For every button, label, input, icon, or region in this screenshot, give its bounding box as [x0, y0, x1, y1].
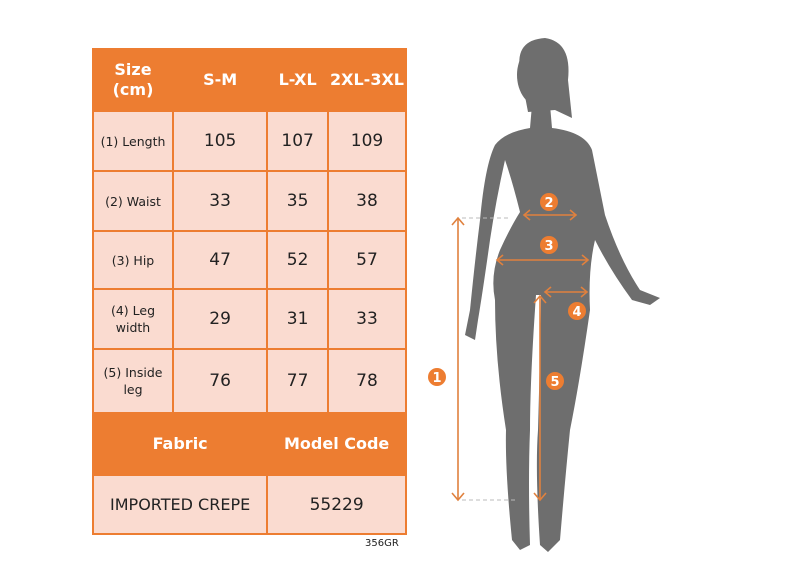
measurement-lines	[451, 209, 590, 502]
size-table: Size (cm) S-M L-XL 2XL-3XL (1) Length 105…	[91, 48, 407, 535]
size-value: 38	[327, 170, 407, 232]
model-code-value: 55229	[266, 474, 407, 535]
silhouette	[465, 38, 660, 552]
table-header: Size (cm) S-M L-XL 2XL-3XL	[92, 48, 407, 112]
marker-5: 5	[546, 372, 564, 390]
header-cell: S-M	[171, 48, 269, 112]
table-row: (4) Leg width 29 31 33	[92, 288, 407, 350]
svg-text:2: 2	[544, 196, 553, 211]
row-label: (1) Length	[92, 110, 174, 172]
fabric-header: Fabric	[91, 412, 269, 476]
svg-text:3: 3	[544, 239, 553, 254]
model-code-header: Model Code	[266, 412, 407, 476]
header-cell: 2XL-3XL	[327, 48, 407, 112]
svg-text:1: 1	[432, 371, 441, 386]
row-label: (3) Hip	[92, 230, 174, 290]
size-value: 109	[327, 110, 407, 172]
size-value: 107	[266, 110, 329, 172]
size-value: 33	[171, 170, 269, 232]
header-cell: Size (cm)	[92, 48, 174, 112]
svg-text:4: 4	[572, 305, 581, 320]
size-value: 33	[327, 288, 407, 350]
product-code: 356GR	[365, 538, 399, 549]
size-value: 105	[171, 110, 269, 172]
size-value: 31	[266, 288, 329, 350]
table-row: (3) Hip 47 52 57	[92, 230, 407, 290]
fabric-value: IMPORTED CREPE	[91, 474, 269, 535]
marker-2: 2	[540, 193, 558, 211]
header-cell: L-XL	[266, 48, 329, 112]
size-value: 29	[171, 288, 269, 350]
guide-lines	[462, 217, 518, 501]
size-value: 77	[266, 348, 329, 414]
size-value: 52	[266, 230, 329, 290]
row-label: (5) Inside leg	[92, 348, 174, 414]
marker-1: 1	[428, 368, 446, 386]
size-value: 78	[327, 348, 407, 414]
size-value: 47	[171, 230, 269, 290]
footer-header: Fabric Model Code	[91, 412, 407, 476]
row-label: (4) Leg width	[92, 288, 174, 350]
marker-3: 3	[540, 236, 558, 254]
table-row: (5) Inside leg 76 77 78	[92, 348, 407, 414]
footer-values: IMPORTED CREPE 55229	[91, 474, 407, 535]
size-value: 76	[171, 348, 269, 414]
marker-4: 4	[568, 302, 586, 320]
svg-text:5: 5	[550, 375, 559, 390]
size-value: 35	[266, 170, 329, 232]
row-label: (2) Waist	[92, 170, 174, 232]
size-value: 57	[327, 230, 407, 290]
table-row: (1) Length 105 107 109	[92, 110, 407, 172]
table-row: (2) Waist 33 35 38	[92, 170, 407, 232]
